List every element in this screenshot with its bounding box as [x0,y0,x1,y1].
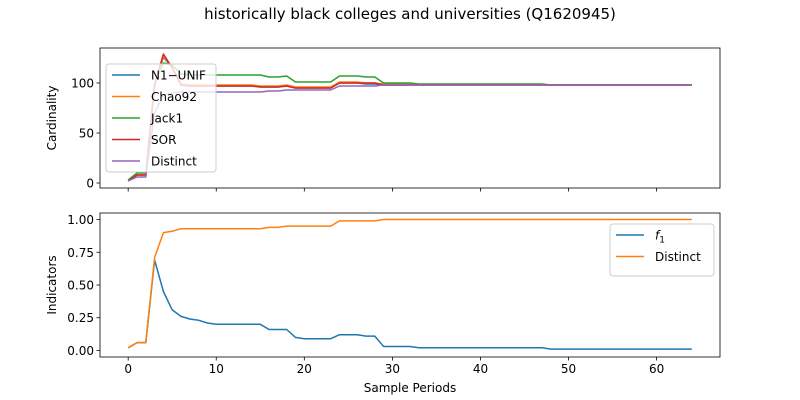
legend: N1−UNIF Chao92 Jack1 SOR Distinct [105,63,217,173]
y-tick-label: 0 [86,177,94,191]
x-tick-label: 0 [124,362,132,376]
indicators-panel: 0 10 20 30 40 50 60 0.00 0.25 0.50 0.75 1.00 Indicat… [45,212,721,395]
y-tick-label: 0.00 [67,344,94,358]
y-tick-label: 0.75 [67,246,94,260]
legend-label: Chao92 [151,90,197,104]
x-axis-label: Sample Periods [364,381,456,395]
axes-frame [99,47,721,189]
x-tick-label: 10 [209,362,224,376]
y-tick-label: 0.25 [67,311,94,325]
legend-label: N1−UNIF [151,69,206,83]
x-tick-label: 20 [297,362,312,376]
legend-label: Distinct [655,250,701,264]
legend-label: SOR [151,133,176,147]
legend: f1 Distinct [609,223,715,277]
y-tick-label: 0.50 [67,279,94,293]
cardinality-panel: 0 50 100 Cardinality N1−UNIF Chao92 Jack1 SOR Di… [45,47,721,192]
x-tick-label: 60 [649,362,664,376]
legend-label: Jack1 [150,112,183,126]
y-tick-label: 100 [71,77,94,91]
series-line-0-4 [127,84,692,182]
x-tick-label: 30 [385,362,400,376]
y-axis-label: Cardinality [45,86,59,151]
legend-label: f1 [655,229,665,246]
y-axis-label: Indicators [45,255,59,314]
y-tick-label: 1.00 [67,213,94,227]
plot-area [127,218,692,350]
x-tick-label: 40 [473,362,488,376]
y-tick-label: 50 [79,127,94,141]
series-line-1-1 [127,218,692,349]
x-tick-label: 50 [561,362,576,376]
legend-box [105,63,217,173]
figure-title: historically black colleges and universi… [204,5,616,23]
series-line-1-0 [127,259,692,350]
legend-box [609,223,715,277]
legend-label: Distinct [151,155,197,169]
plot-area [127,53,692,182]
